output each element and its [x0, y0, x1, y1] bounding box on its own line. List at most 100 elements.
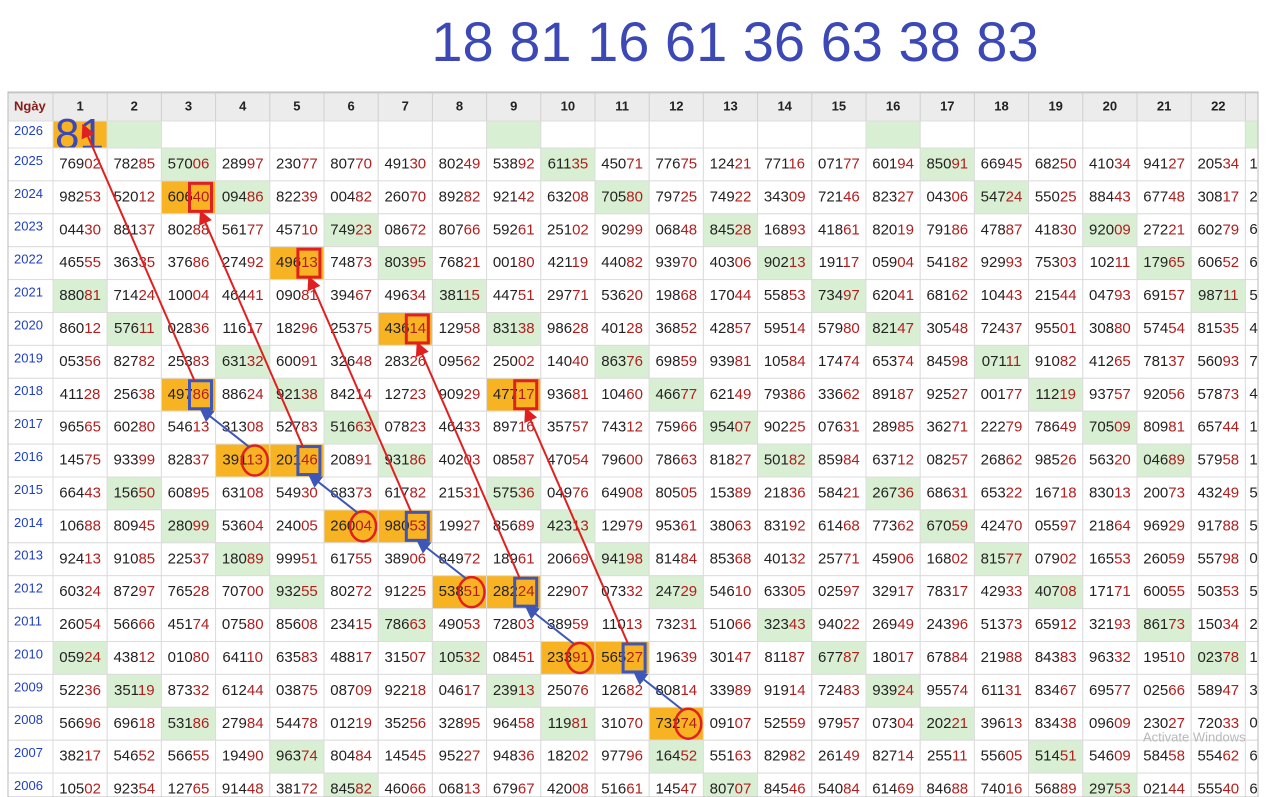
cell-value: 32343: [764, 616, 806, 633]
cell: [1244, 542, 1258, 577]
cell-value: 5: [1249, 583, 1257, 600]
cell: [1190, 180, 1246, 215]
cell-value: 33662: [818, 386, 860, 403]
cell-value: 08257: [926, 452, 968, 469]
cell-value: 93970: [655, 254, 697, 271]
cell-value: 90299: [601, 221, 643, 238]
cell-value: 10443: [981, 287, 1023, 304]
cell-value: 25638: [113, 386, 155, 403]
cell-value: 38115: [439, 287, 480, 304]
cell-value: 10004: [168, 287, 210, 304]
cell-value: 60652: [1197, 254, 1239, 271]
year-cell: [8, 673, 54, 708]
cell-value: 81187: [764, 649, 805, 666]
cell: [323, 246, 379, 281]
cell-value: 1: [1249, 452, 1257, 469]
cell-value: 74873: [330, 254, 372, 271]
cell-value: 07823: [384, 419, 426, 436]
column-header: 10: [561, 98, 575, 113]
cell-value: 29753: [1089, 781, 1131, 797]
cell: [1244, 312, 1258, 346]
year-label: 2013: [14, 548, 43, 563]
cell: [1082, 312, 1138, 346]
cell-value: 56527: [601, 649, 643, 666]
cell: [1136, 509, 1192, 544]
cell-value: 70580: [601, 188, 643, 205]
cell: [811, 706, 867, 741]
cell-value: 58421: [818, 484, 860, 501]
cell-value: 61135: [548, 155, 589, 172]
cell-value: 41265: [1089, 353, 1131, 370]
cell: [919, 377, 975, 412]
cell: [1082, 641, 1138, 675]
cell: [106, 344, 162, 379]
red-circle: [240, 444, 269, 477]
cell: [1136, 180, 1192, 215]
year-label: 2019: [14, 350, 43, 365]
cell-value: 95574: [926, 682, 968, 699]
cell-value: 19927: [439, 517, 481, 534]
cell-value: 84972: [439, 550, 481, 567]
cell: [431, 377, 488, 412]
cell: [811, 739, 867, 774]
cell-value: 17474: [818, 353, 860, 370]
cell-value: 57873: [1197, 386, 1239, 403]
year-label: 2024: [14, 186, 43, 201]
cell: [1082, 443, 1138, 478]
cell: [1028, 443, 1084, 478]
cell-value: 88443: [1089, 188, 1131, 205]
cell-value: 72033: [1197, 715, 1239, 732]
cell: [811, 673, 867, 708]
cell-value: 28997: [222, 155, 264, 172]
cell: [106, 509, 162, 544]
cell: [1190, 213, 1246, 248]
cell-value: 82327: [872, 188, 914, 205]
cell-value: 91914: [764, 682, 806, 699]
cell-value: 79600: [601, 452, 643, 469]
cell-value: 98711: [1198, 287, 1239, 304]
cell-value: 58947: [1197, 682, 1239, 699]
cell: [1136, 377, 1192, 412]
year-cell: [8, 443, 54, 478]
cell-value: 83013: [1089, 484, 1131, 501]
cell-value: 00177: [981, 386, 1023, 403]
cell-value: 60895: [168, 484, 210, 501]
year-cell: [8, 608, 54, 642]
cell-value: 78137: [1143, 353, 1185, 370]
cell-value: 54084: [818, 781, 860, 797]
cell-value: 35256: [384, 715, 426, 732]
cell-value: 80484: [330, 748, 372, 765]
cell: [1190, 344, 1246, 379]
cell-value: 19490: [222, 748, 264, 765]
cell: [486, 344, 542, 379]
cell-value: 87332: [168, 682, 210, 699]
cell: [160, 443, 217, 478]
cell: [431, 641, 488, 675]
arrow: [415, 341, 521, 579]
cell-value: 67787: [818, 649, 860, 666]
cell-value: 21836: [764, 484, 806, 501]
cell: [865, 641, 921, 675]
cell-value: 57611: [114, 320, 155, 337]
cell-value: 23415: [330, 616, 372, 633]
cell-value: 92009: [1089, 221, 1131, 238]
cell-value: 82982: [764, 748, 806, 765]
cell-value: 10532: [439, 649, 481, 666]
cell-value: 14547: [655, 781, 697, 797]
column-header: 20: [1103, 98, 1117, 113]
cell-value: 45071: [601, 155, 643, 172]
cell: [811, 147, 867, 182]
cell-value: 38217: [59, 748, 101, 765]
cell-value: 04976: [547, 484, 589, 501]
cell-value: 16553: [1089, 550, 1131, 567]
year-cell: [8, 246, 54, 281]
cell-value: 98628: [547, 320, 589, 337]
cell: [269, 213, 325, 248]
cell-value: 12958: [439, 320, 481, 337]
cell-value: 42119: [548, 254, 589, 271]
cell-value: 46677: [655, 386, 697, 403]
cell: [215, 147, 271, 182]
cell-value: 92527: [926, 386, 968, 403]
cell: [702, 180, 759, 215]
cell: [648, 312, 704, 346]
